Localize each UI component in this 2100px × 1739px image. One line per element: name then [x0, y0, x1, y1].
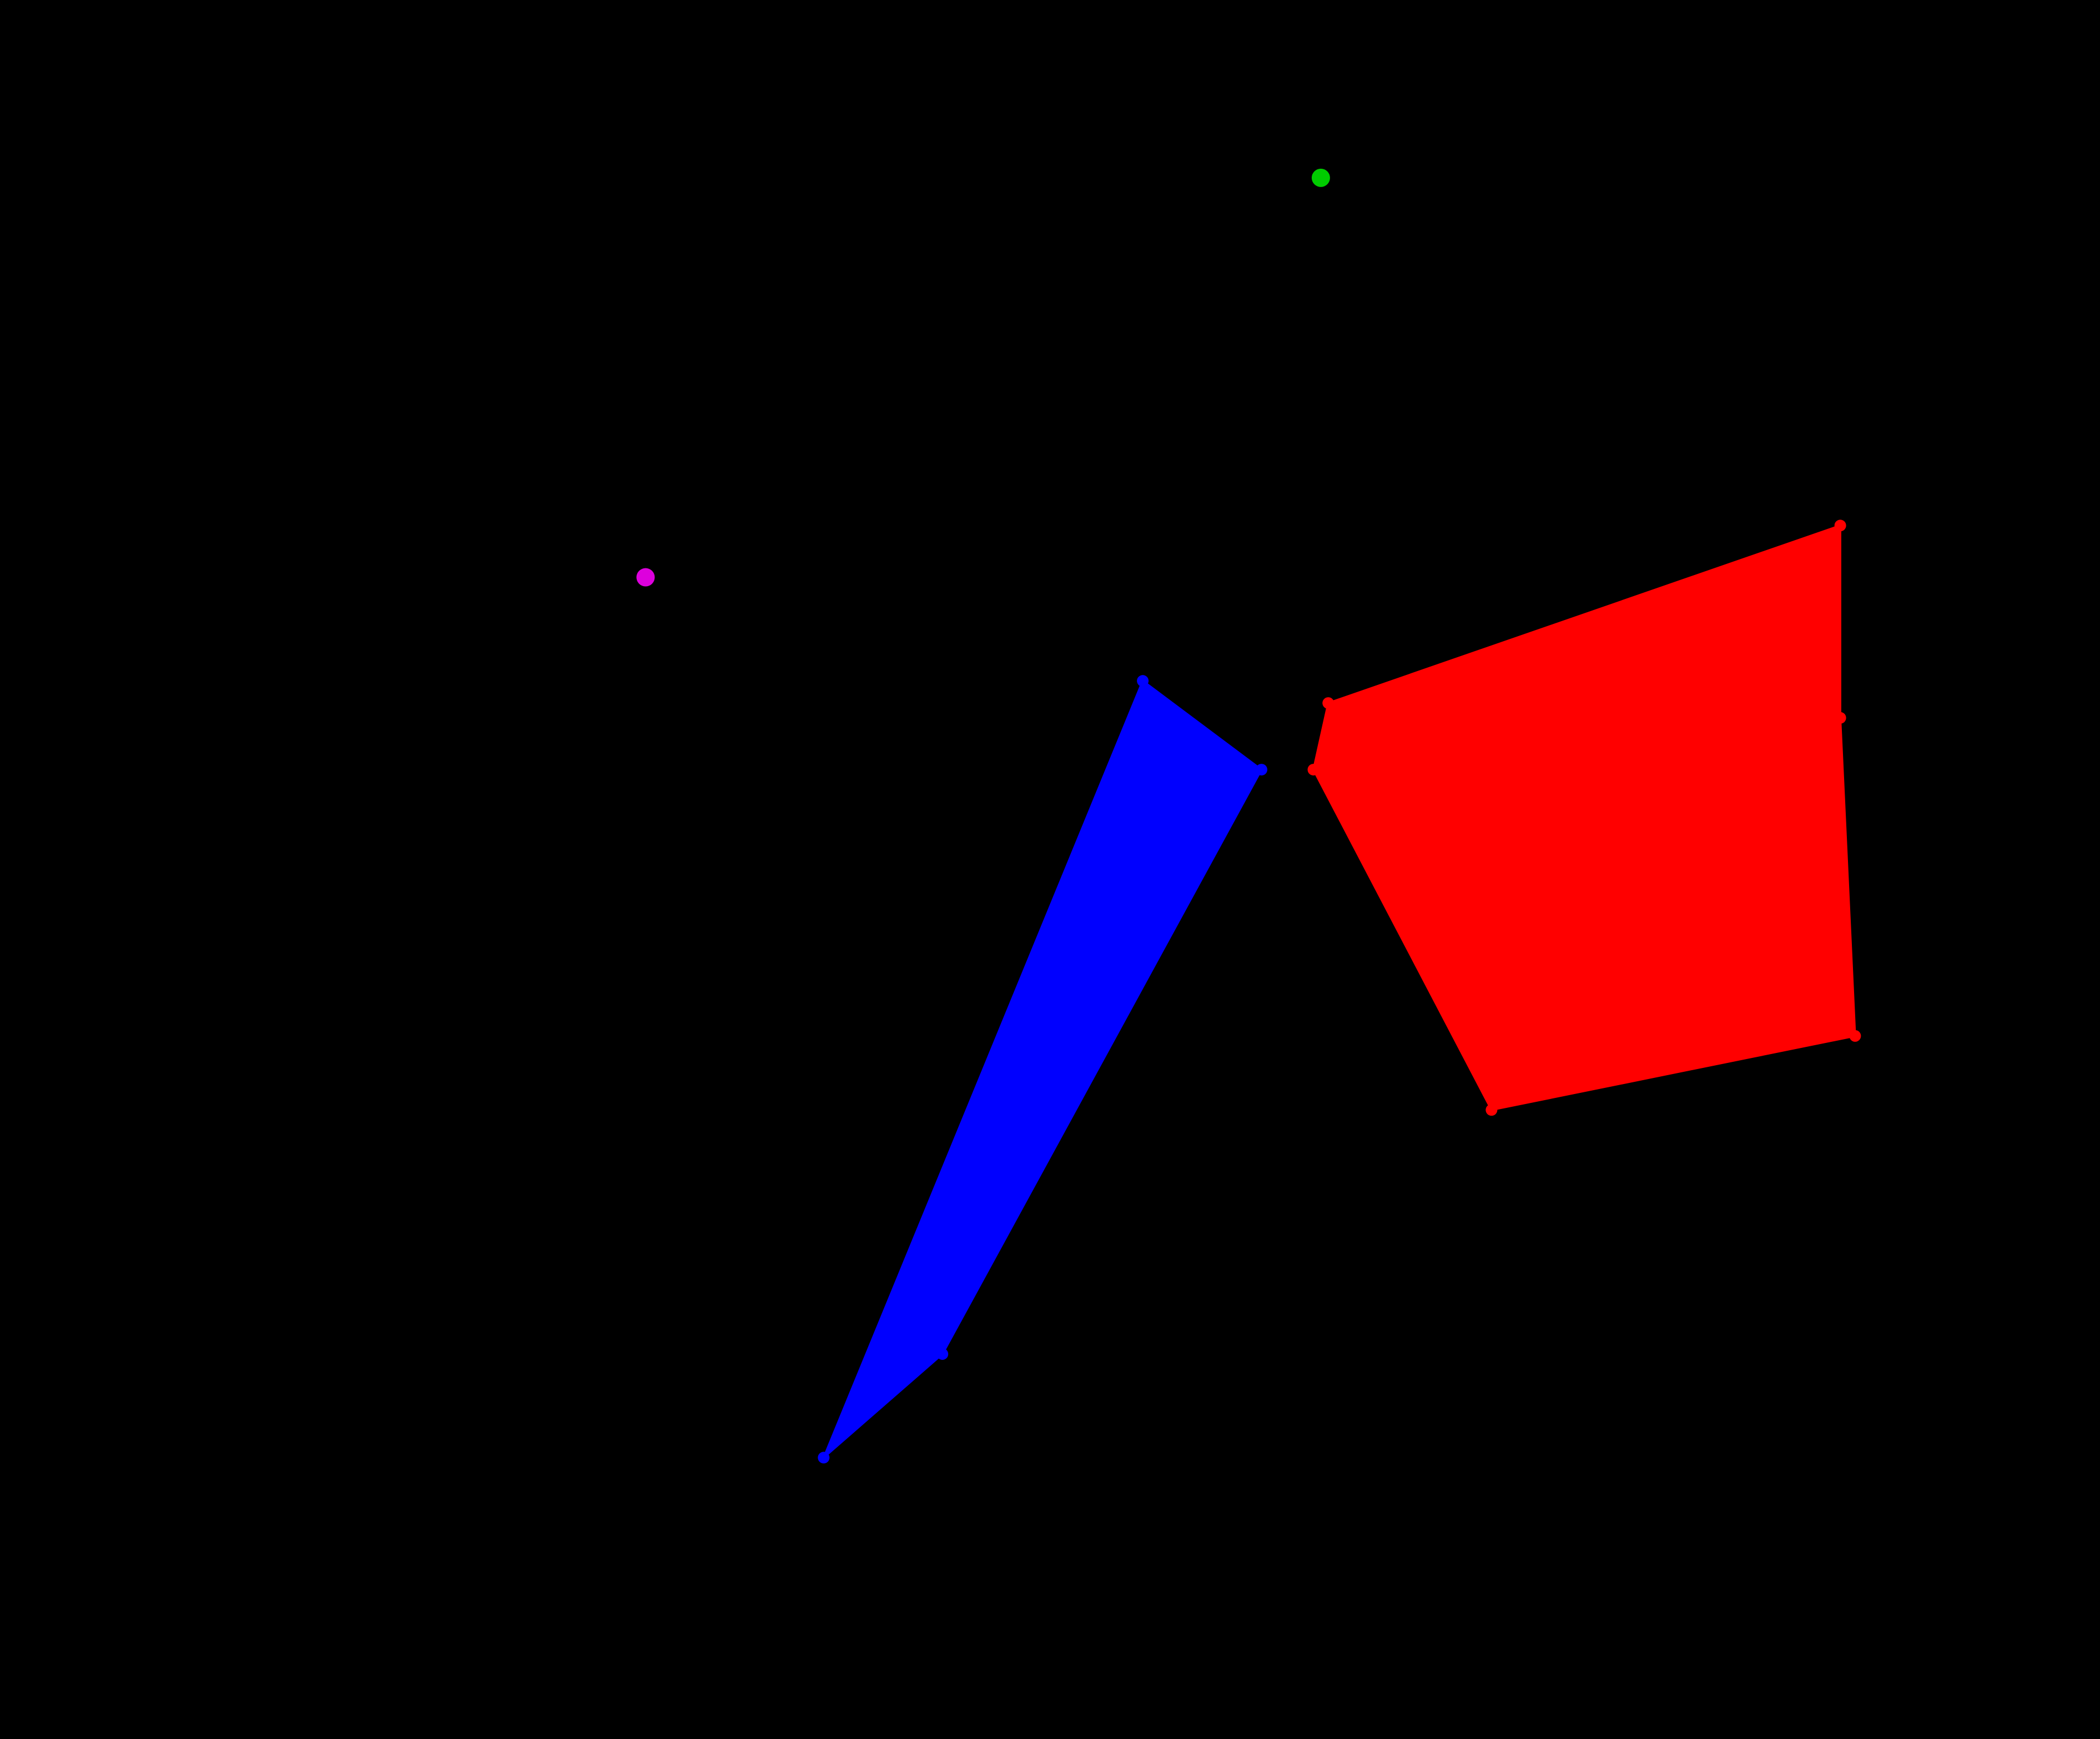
blue-polygon-vertex — [1256, 764, 1267, 775]
blue-polygon-vertex — [1137, 675, 1149, 687]
chart-container: -0.030.030.03 — [0, 0, 2100, 1739]
red-polygon-vertex — [1849, 1030, 1861, 1042]
red-polygon-vertex — [1835, 712, 1846, 724]
geometric-plot: -0.030.030.03 — [0, 0, 2100, 1739]
blue-polygon-fill — [824, 681, 1262, 1458]
red-polygon-vertex — [1835, 520, 1846, 531]
red-polygon-vertex — [1308, 764, 1320, 775]
ytick-label: 3 — [1379, 941, 1400, 982]
red-polygon — [1308, 520, 1861, 1116]
magenta-point — [636, 568, 654, 587]
red-polygon-fill — [1313, 526, 1855, 1110]
blue-polygon-vertex — [818, 1452, 829, 1464]
blue-polygon-vertex — [936, 1348, 948, 1360]
red-polygon-vertex — [1485, 1104, 1497, 1116]
green-point — [1312, 169, 1330, 187]
blue-polygon — [818, 675, 1267, 1463]
red-polygon-vertex — [1322, 697, 1334, 709]
xtick-label: 0.0 — [1855, 750, 1906, 791]
